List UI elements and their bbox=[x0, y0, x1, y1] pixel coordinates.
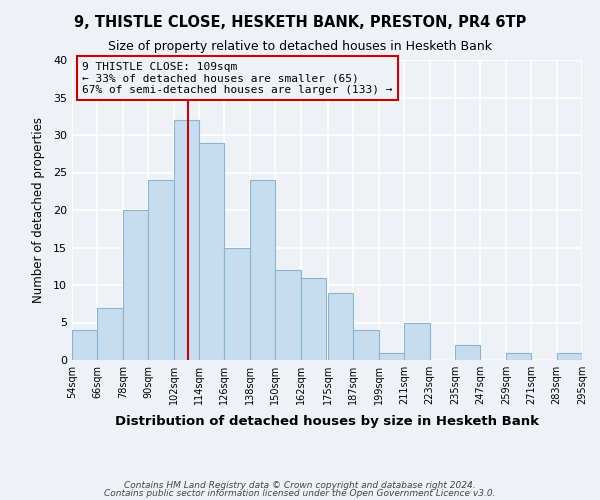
Bar bbox=[455, 345, 481, 360]
Text: Contains HM Land Registry data © Crown copyright and database right 2024.: Contains HM Land Registry data © Crown c… bbox=[124, 481, 476, 490]
Text: 9 THISTLE CLOSE: 109sqm
← 33% of detached houses are smaller (65)
67% of semi-de: 9 THISTLE CLOSE: 109sqm ← 33% of detache… bbox=[82, 62, 392, 94]
Bar bbox=[379, 352, 404, 360]
Bar bbox=[328, 292, 353, 360]
Bar bbox=[123, 210, 148, 360]
Bar bbox=[72, 330, 97, 360]
Text: Contains public sector information licensed under the Open Government Licence v3: Contains public sector information licen… bbox=[104, 488, 496, 498]
Bar bbox=[353, 330, 379, 360]
Bar bbox=[250, 180, 275, 360]
Bar bbox=[301, 278, 326, 360]
Bar bbox=[199, 142, 224, 360]
Bar bbox=[404, 322, 430, 360]
Y-axis label: Number of detached properties: Number of detached properties bbox=[32, 117, 44, 303]
Bar bbox=[506, 352, 531, 360]
Bar bbox=[97, 308, 123, 360]
Bar bbox=[148, 180, 173, 360]
Bar bbox=[173, 120, 199, 360]
Bar bbox=[275, 270, 301, 360]
X-axis label: Distribution of detached houses by size in Hesketh Bank: Distribution of detached houses by size … bbox=[115, 416, 539, 428]
Bar bbox=[224, 248, 250, 360]
Text: 9, THISTLE CLOSE, HESKETH BANK, PRESTON, PR4 6TP: 9, THISTLE CLOSE, HESKETH BANK, PRESTON,… bbox=[74, 15, 526, 30]
Bar bbox=[557, 352, 582, 360]
Text: Size of property relative to detached houses in Hesketh Bank: Size of property relative to detached ho… bbox=[108, 40, 492, 53]
